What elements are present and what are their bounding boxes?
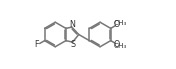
Text: F: F xyxy=(35,40,39,49)
Text: O: O xyxy=(114,20,120,29)
Text: CH₃: CH₃ xyxy=(114,20,127,26)
Text: O: O xyxy=(114,40,120,49)
Text: S: S xyxy=(71,40,76,49)
Text: N: N xyxy=(69,20,75,29)
Text: CH₃: CH₃ xyxy=(114,43,127,49)
